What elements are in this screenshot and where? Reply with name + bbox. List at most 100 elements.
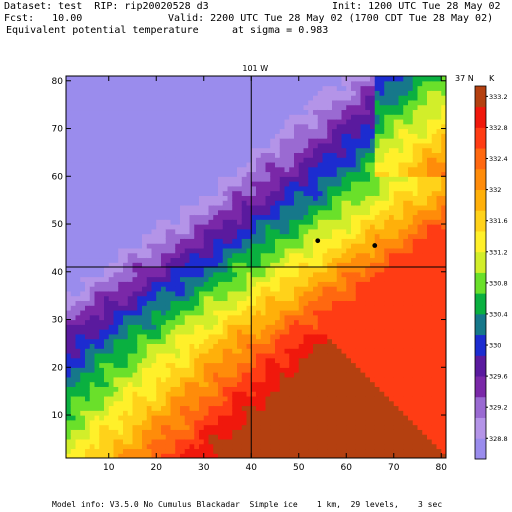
field-cell xyxy=(289,281,295,287)
field-cell xyxy=(165,405,172,411)
field-cell xyxy=(232,104,238,111)
field-cell xyxy=(70,271,77,278)
field-cell xyxy=(161,85,167,91)
field-cell xyxy=(308,419,314,426)
field-cell xyxy=(146,400,153,407)
field-cell xyxy=(123,386,129,392)
field-cell xyxy=(208,152,214,158)
field-cell xyxy=(332,300,338,306)
field-cell xyxy=(208,204,214,211)
field-cell xyxy=(70,95,77,101)
field-cell xyxy=(137,391,143,397)
field-cell xyxy=(218,357,224,364)
field-cell xyxy=(108,324,115,330)
field-cell xyxy=(199,190,205,196)
field-cell xyxy=(284,443,290,450)
field-cell xyxy=(180,171,186,177)
field-cell xyxy=(194,319,200,325)
field-cell xyxy=(327,290,333,297)
field-cell xyxy=(232,300,238,306)
field-cell xyxy=(313,99,319,106)
field-cell xyxy=(184,138,191,144)
field-cell xyxy=(132,233,138,239)
field-cell xyxy=(113,114,119,120)
field-cell xyxy=(99,391,105,397)
field-cell xyxy=(246,176,252,182)
field-cell xyxy=(260,214,267,220)
field-cell xyxy=(327,171,333,177)
field-cell xyxy=(222,372,229,378)
field-cell xyxy=(113,228,119,235)
field-cell xyxy=(346,271,352,278)
field-cell xyxy=(332,381,338,387)
field-cell xyxy=(66,314,72,321)
field-cell xyxy=(70,352,77,359)
field-cell xyxy=(289,405,295,411)
field-cell xyxy=(80,118,86,125)
field-cell xyxy=(170,128,176,134)
field-cell xyxy=(298,386,305,392)
field-cell xyxy=(180,176,186,182)
field-cell xyxy=(355,453,362,458)
field-cell xyxy=(227,195,233,201)
field-cell xyxy=(246,204,252,211)
field-cell xyxy=(256,176,262,182)
field-cell xyxy=(351,329,357,335)
field-cell xyxy=(322,238,328,244)
field-cell xyxy=(265,419,271,426)
field-cell xyxy=(199,314,205,321)
field-cell xyxy=(199,233,205,239)
field-cell xyxy=(194,281,200,287)
field-cell xyxy=(313,357,319,364)
field-cell xyxy=(270,329,276,335)
field-cell xyxy=(70,281,77,287)
field-cell xyxy=(327,104,333,111)
field-cell xyxy=(180,76,186,82)
field-cell xyxy=(317,90,324,96)
field-cell xyxy=(85,290,91,297)
field-cell xyxy=(123,271,129,278)
field-cell xyxy=(298,99,305,106)
field-cell xyxy=(237,419,243,426)
field-cell xyxy=(194,262,200,268)
field-cell xyxy=(161,419,167,426)
field-cell xyxy=(104,305,110,311)
field-cell xyxy=(108,405,115,411)
field-cell xyxy=(303,367,309,373)
field-cell xyxy=(137,176,143,182)
field-cell xyxy=(184,185,191,192)
field-cell xyxy=(99,138,105,144)
field-cell xyxy=(104,243,110,249)
field-cell xyxy=(127,386,134,392)
field-cell xyxy=(298,443,305,450)
field-cell xyxy=(279,114,286,120)
field-cell xyxy=(108,262,115,268)
field-cell xyxy=(227,252,233,259)
field-cell xyxy=(241,219,248,225)
field-cell xyxy=(184,80,191,87)
field-cell xyxy=(222,152,229,158)
field-cell xyxy=(251,372,257,378)
field-cell xyxy=(180,90,186,96)
field-cell xyxy=(199,219,205,225)
field-cell xyxy=(203,343,210,349)
field-cell xyxy=(108,305,115,311)
field-cell xyxy=(142,386,148,392)
field-cell xyxy=(104,410,110,416)
field-cell xyxy=(279,133,286,139)
field-cell xyxy=(237,123,243,130)
field-cell xyxy=(317,352,324,359)
field-cell xyxy=(165,85,172,91)
field-cell xyxy=(327,185,333,192)
field-cell xyxy=(156,161,162,168)
field-cell xyxy=(208,76,214,82)
field-cell xyxy=(132,104,138,111)
field-cell xyxy=(75,391,81,397)
field-cell xyxy=(313,329,319,335)
field-cell xyxy=(313,90,319,96)
field-cell xyxy=(94,152,100,158)
field-cell xyxy=(265,195,271,201)
field-cell xyxy=(208,429,214,435)
field-cell xyxy=(275,133,281,139)
field-cell xyxy=(213,314,219,321)
